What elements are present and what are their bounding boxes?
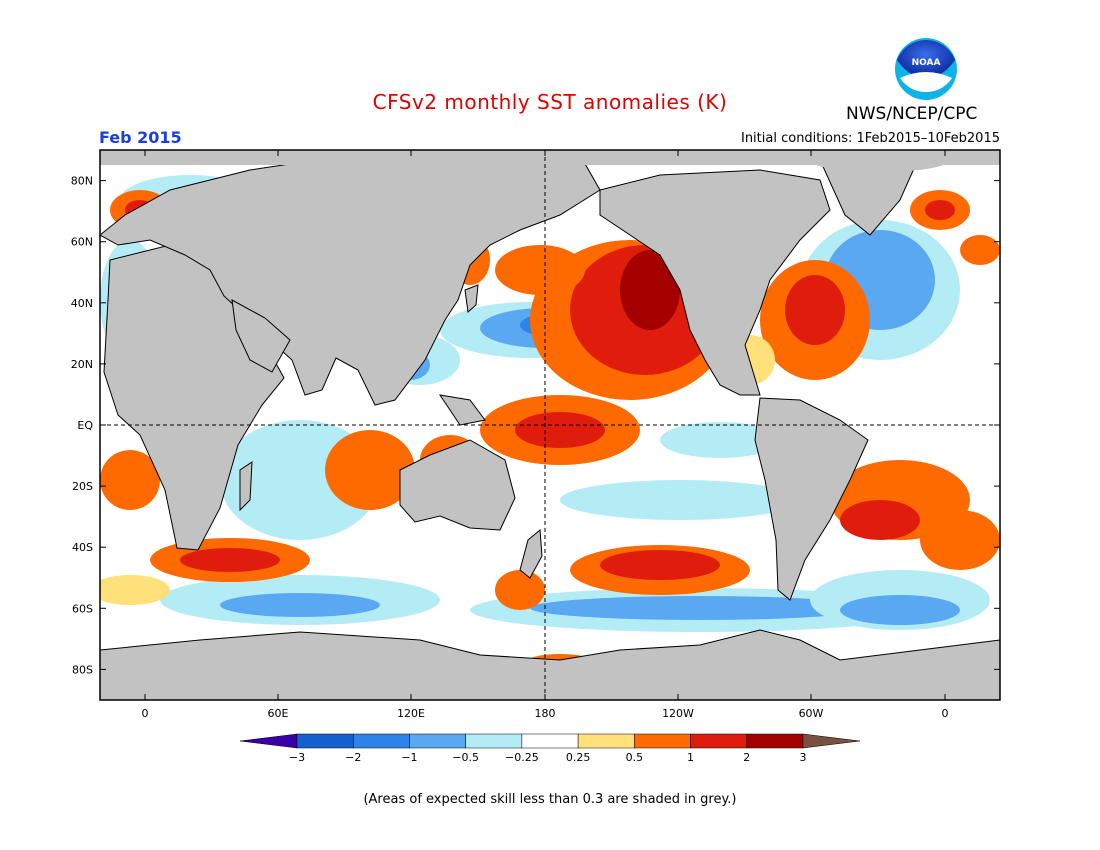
legend-max-arrow [802,733,861,749]
legend-min-arrow [239,733,298,749]
initial-conditions-label: Initial conditions: 1Feb2015–10Feb2015 [740,131,1000,146]
legend-swatch [465,733,523,749]
longitude-ticks: 0 60E 120E 180 120W 60W 0 [142,150,949,720]
legend-tick-label: −2 [345,751,361,764]
legend-tick-label: 1 [687,751,694,764]
legend-swatch [352,733,410,749]
legend-swatch [409,733,466,749]
legend-tick-label: −1 [401,751,417,764]
latitude-ticks: 80N 60N 40N 20N EQ 20S 40S 60S 80S [71,175,1000,676]
color-legend: −3 −2 −1 −0.5 −0.25 0.25 0.5 1 2 3 [239,733,861,764]
lon-tick-label: 180 [535,707,556,720]
legend-tick-label: 0.25 [566,751,591,764]
legend-tick-label: 0.5 [626,751,644,764]
legend-tick-label: −3 [289,751,305,764]
lat-tick-label: 40S [72,541,93,554]
page-title: CFSv2 monthly SST anomalies (K) [372,90,728,114]
lat-tick-label: 60S [72,602,93,615]
legend-swatch [690,733,748,749]
lon-tick-label: 0 [942,707,949,720]
legend-swatch [746,733,804,749]
legend-tick-label: −0.25 [505,751,539,764]
legend-swatch [296,733,354,749]
lat-tick-label: EQ [77,419,93,432]
lat-tick-label: 60N [71,236,93,249]
lat-tick-label: 80S [72,663,93,676]
noaa-logo-icon: NOAA [895,38,957,100]
legend-tick-label: 2 [743,751,750,764]
legend-swatch [634,733,691,749]
lat-tick-label: 40N [71,297,93,310]
lon-tick-label: 60W [799,707,824,720]
month-label: Feb 2015 [99,128,182,147]
lat-tick-label: 20N [71,358,93,371]
skill-note: (Areas of expected skill less than 0.3 a… [363,792,737,807]
noaa-logo-text: NOAA [912,58,941,68]
land-masses [100,150,1000,700]
lon-tick-label: 60E [268,707,289,720]
org-label: NWS/NCEP/CPC [846,104,978,124]
legend-swatch [521,733,579,749]
legend-tick-label: −0.5 [452,751,479,764]
lon-tick-label: 120E [397,707,425,720]
map-field [100,150,1000,700]
lon-tick-label: 0 [142,707,149,720]
lat-tick-label: 80N [71,175,93,188]
low-skill-areas [100,150,1000,172]
legend-swatch [577,733,635,749]
lon-tick-label: 120W [662,707,694,720]
lat-tick-label: 20S [72,480,93,493]
legend-tick-label: 3 [800,751,807,764]
